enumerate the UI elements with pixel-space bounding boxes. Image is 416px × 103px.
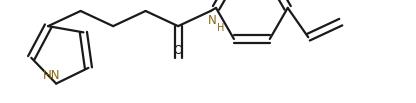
Text: O: O [173, 44, 183, 57]
Text: H: H [217, 23, 225, 33]
Text: N: N [208, 14, 217, 27]
Text: HN: HN [43, 69, 61, 82]
